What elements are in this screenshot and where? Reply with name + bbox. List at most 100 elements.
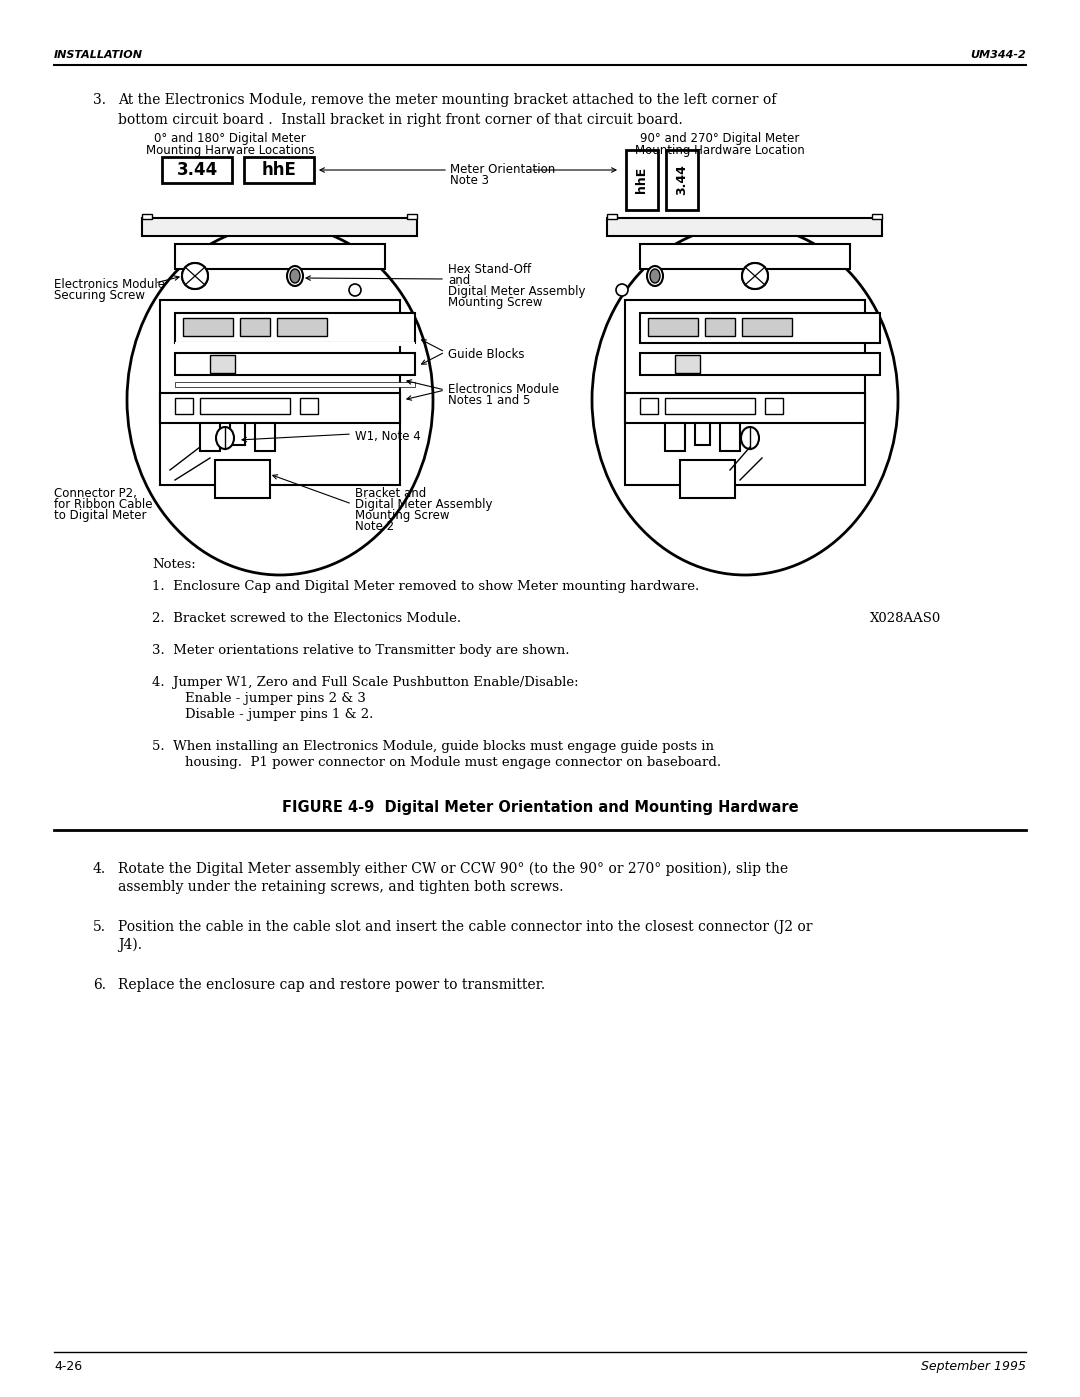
Ellipse shape (216, 427, 234, 448)
Bar (141, 214, 152, 219)
Bar (640, 244, 850, 270)
Text: 3.44: 3.44 (675, 165, 689, 196)
Bar (648, 319, 698, 337)
Bar (640, 313, 880, 344)
Text: Notes:: Notes: (152, 557, 195, 571)
Text: to Digital Meter: to Digital Meter (54, 509, 147, 522)
Bar (640, 398, 658, 414)
Text: 4.: 4. (93, 862, 106, 876)
Bar (175, 342, 415, 346)
Bar (407, 214, 417, 219)
Bar (210, 355, 235, 373)
Bar (175, 381, 415, 387)
Bar (607, 214, 617, 219)
Text: and: and (448, 274, 470, 286)
Text: Position the cable in the cable slot and insert the cable connector into the clo: Position the cable in the cable slot and… (118, 921, 812, 935)
Ellipse shape (741, 427, 759, 448)
Ellipse shape (127, 225, 433, 576)
Bar (160, 300, 400, 485)
Ellipse shape (742, 263, 768, 289)
Bar (255, 423, 275, 451)
Text: Mounting Screw: Mounting Screw (448, 296, 542, 309)
Ellipse shape (647, 265, 663, 286)
Bar (625, 393, 865, 423)
Text: Mounting Harware Locations: Mounting Harware Locations (146, 144, 314, 156)
Bar (607, 218, 882, 236)
Bar (872, 214, 882, 219)
Text: X028AAS0: X028AAS0 (870, 612, 942, 624)
Text: Note 2: Note 2 (355, 520, 394, 534)
Text: housing.  P1 power connector on Module must engage connector on baseboard.: housing. P1 power connector on Module mu… (185, 756, 721, 768)
Text: Rotate the Digital Meter assembly either CW or CCW 90° (to the 90° or 270° posit: Rotate the Digital Meter assembly either… (118, 862, 788, 876)
Bar (665, 423, 685, 451)
Text: 6.: 6. (93, 978, 106, 992)
Bar (675, 355, 700, 373)
Text: Mounting Hardware Location: Mounting Hardware Location (635, 144, 805, 156)
Bar (175, 313, 415, 344)
Text: Meter Orientation: Meter Orientation (450, 163, 555, 176)
Bar (215, 460, 270, 497)
Text: September 1995: September 1995 (921, 1361, 1026, 1373)
Text: 90° and 270° Digital Meter: 90° and 270° Digital Meter (640, 131, 799, 145)
Text: Guide Blocks: Guide Blocks (448, 348, 525, 360)
Text: Mounting Screw: Mounting Screw (355, 509, 449, 522)
Text: J4).: J4). (118, 937, 141, 953)
Bar (175, 353, 415, 374)
Text: 4-26: 4-26 (54, 1361, 82, 1373)
Ellipse shape (616, 284, 627, 296)
Ellipse shape (742, 263, 768, 289)
Ellipse shape (183, 263, 208, 289)
Text: Note 3: Note 3 (450, 175, 489, 187)
Bar (765, 398, 783, 414)
Text: Hex Stand-Off: Hex Stand-Off (448, 263, 531, 277)
Ellipse shape (592, 225, 897, 576)
Bar (696, 423, 710, 446)
Text: 0° and 180° Digital Meter: 0° and 180° Digital Meter (154, 131, 306, 145)
Text: for Ribbon Cable: for Ribbon Cable (54, 497, 152, 511)
Text: Notes 1 and 5: Notes 1 and 5 (448, 394, 530, 407)
Text: INSTALLATION: INSTALLATION (54, 50, 143, 60)
Text: 5.  When installing an Electronics Module, guide blocks must engage guide posts : 5. When installing an Electronics Module… (152, 740, 714, 753)
Ellipse shape (287, 265, 303, 286)
Bar (300, 398, 318, 414)
Text: assembly under the retaining screws, and tighten both screws.: assembly under the retaining screws, and… (118, 880, 564, 894)
Bar (720, 423, 740, 451)
Text: Digital Meter Assembly: Digital Meter Assembly (355, 497, 492, 511)
Bar (626, 149, 658, 210)
Text: Connector P2,: Connector P2, (54, 488, 137, 500)
Text: 5.: 5. (93, 921, 106, 935)
Bar (200, 423, 220, 451)
Text: Disable - jumper pins 1 & 2.: Disable - jumper pins 1 & 2. (185, 708, 374, 721)
Text: Electronics Module: Electronics Module (448, 383, 559, 395)
Bar (162, 156, 232, 183)
Bar (240, 319, 270, 337)
Ellipse shape (349, 284, 361, 296)
Bar (160, 393, 400, 423)
Ellipse shape (291, 270, 300, 284)
Text: bottom circuit board .  Install bracket in right front corner of that circuit bo: bottom circuit board . Install bracket i… (118, 113, 683, 127)
Text: UM344-2: UM344-2 (970, 50, 1026, 60)
Bar (665, 398, 755, 414)
Text: 4.  Jumper W1, Zero and Full Scale Pushbutton Enable/Disable:: 4. Jumper W1, Zero and Full Scale Pushbu… (152, 676, 579, 689)
Bar (183, 319, 233, 337)
Text: 3.: 3. (93, 94, 106, 108)
Bar (625, 300, 865, 485)
Bar (742, 319, 792, 337)
Ellipse shape (183, 263, 208, 289)
Bar (680, 460, 735, 497)
Text: FIGURE 4-9  Digital Meter Orientation and Mounting Hardware: FIGURE 4-9 Digital Meter Orientation and… (282, 800, 798, 814)
Bar (705, 319, 735, 337)
Ellipse shape (650, 270, 660, 284)
Text: hhE: hhE (261, 161, 296, 179)
Bar (666, 149, 698, 210)
Bar (200, 398, 291, 414)
Text: 3.44: 3.44 (176, 161, 218, 179)
Text: Replace the enclosure cap and restore power to transmitter.: Replace the enclosure cap and restore po… (118, 978, 545, 992)
Text: 2.  Bracket screwed to the Electonics Module.: 2. Bracket screwed to the Electonics Mod… (152, 612, 461, 624)
Text: 1.  Enclosure Cap and Digital Meter removed to show Meter mounting hardware.: 1. Enclosure Cap and Digital Meter remov… (152, 580, 699, 592)
Text: Bracket and: Bracket and (355, 488, 427, 500)
Text: Securing Screw: Securing Screw (54, 289, 145, 302)
Text: Enable - jumper pins 2 & 3: Enable - jumper pins 2 & 3 (185, 692, 366, 705)
Bar (276, 319, 327, 337)
Text: At the Electronics Module, remove the meter mounting bracket attached to the lef: At the Electronics Module, remove the me… (118, 94, 777, 108)
